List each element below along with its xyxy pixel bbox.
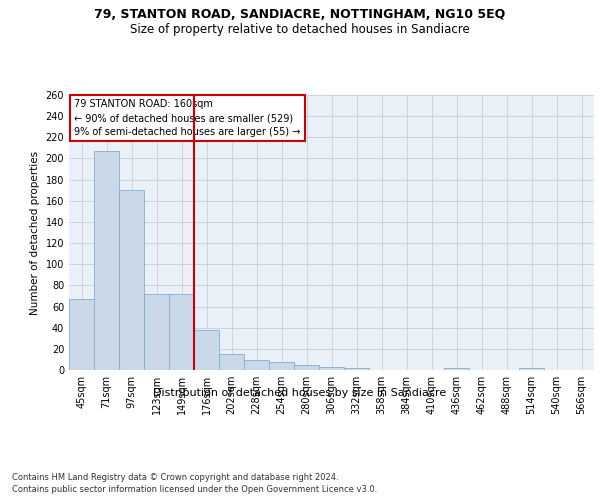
Bar [194, 330, 219, 370]
Bar [344, 368, 369, 370]
Bar [169, 294, 194, 370]
Bar [519, 368, 544, 370]
Bar [269, 362, 294, 370]
Text: 79, STANTON ROAD, SANDIACRE, NOTTINGHAM, NG10 5EQ: 79, STANTON ROAD, SANDIACRE, NOTTINGHAM,… [94, 8, 506, 20]
Text: Size of property relative to detached houses in Sandiacre: Size of property relative to detached ho… [130, 22, 470, 36]
Bar [294, 364, 319, 370]
Text: Contains public sector information licensed under the Open Government Licence v3: Contains public sector information licen… [12, 485, 377, 494]
Bar [219, 354, 244, 370]
Text: 79 STANTON ROAD: 160sqm
← 90% of detached houses are smaller (529)
9% of semi-de: 79 STANTON ROAD: 160sqm ← 90% of detache… [74, 99, 301, 137]
Bar [319, 367, 344, 370]
Bar [119, 190, 144, 370]
Bar [94, 151, 119, 370]
Y-axis label: Number of detached properties: Number of detached properties [30, 150, 40, 314]
Bar [444, 368, 469, 370]
Bar [69, 299, 94, 370]
Bar [244, 360, 269, 370]
Bar [144, 294, 169, 370]
Text: Contains HM Land Registry data © Crown copyright and database right 2024.: Contains HM Land Registry data © Crown c… [12, 472, 338, 482]
Text: Distribution of detached houses by size in Sandiacre: Distribution of detached houses by size … [154, 388, 446, 398]
